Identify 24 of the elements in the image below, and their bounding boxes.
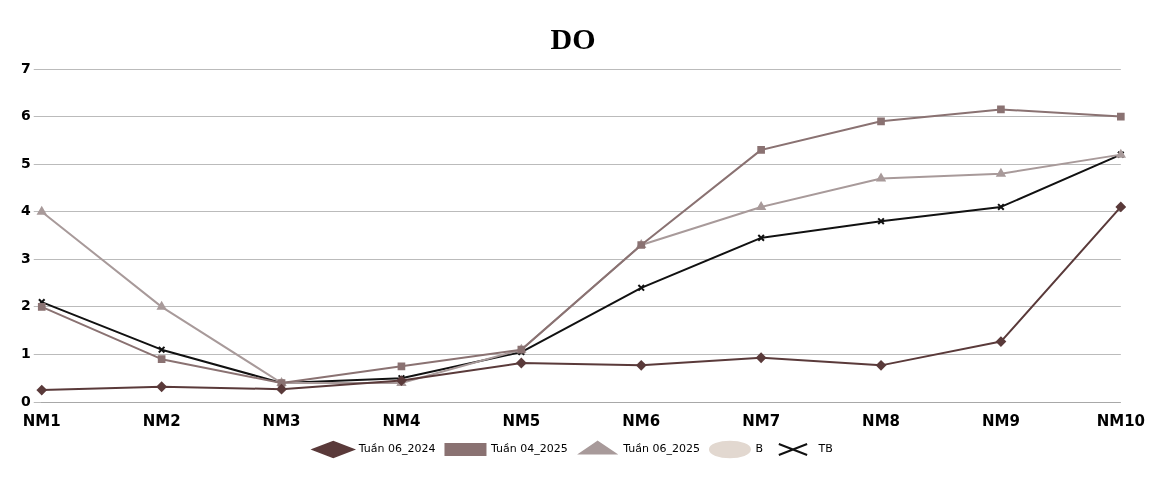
x-tick-label: NM8 <box>862 411 900 430</box>
legend-label: Tuần 06_2025 <box>622 442 700 456</box>
legend-label: B <box>755 442 763 456</box>
x-tick-label: NM2 <box>142 411 181 430</box>
y-tick-label: 5 <box>20 154 31 171</box>
x-tick-label: NM1 <box>22 411 61 430</box>
legend-label: Tuần 04_2025 <box>489 442 568 456</box>
x-tick-label: NM3 <box>262 411 301 430</box>
y-tick-label: 2 <box>20 297 31 314</box>
chart-title: DO <box>550 21 596 55</box>
y-tick-label: 1 <box>20 345 31 362</box>
legend-label: Tuần 06_2024 <box>357 442 436 456</box>
x-tick-label: NM10 <box>1096 411 1145 430</box>
y-tick-label: 6 <box>20 107 31 124</box>
y-tick-label: 3 <box>20 249 31 266</box>
x-tick-label: NM9 <box>981 411 1020 430</box>
y-tick-label: 0 <box>20 392 31 409</box>
y-tick-label: 7 <box>20 59 31 76</box>
legend-label: TB <box>817 442 833 456</box>
y-tick-label: 4 <box>20 202 31 219</box>
x-tick-label: NM6 <box>622 411 661 430</box>
x-tick-label: NM5 <box>502 411 541 430</box>
x-tick-label: NM4 <box>382 411 421 430</box>
x-tick-label: NM7 <box>742 411 781 430</box>
